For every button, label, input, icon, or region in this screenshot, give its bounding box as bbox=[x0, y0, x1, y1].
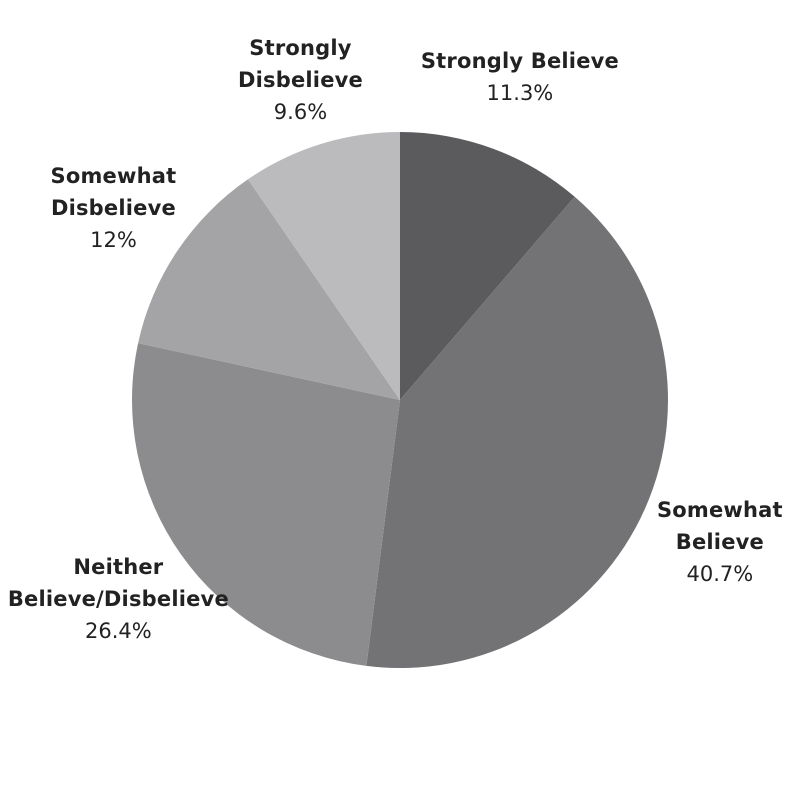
slice-value-label: 26.4% bbox=[84, 619, 152, 644]
slice-category-line: Believe/Disbelieve bbox=[7, 587, 229, 612]
slice-value-label: 9.6% bbox=[273, 100, 328, 125]
slice-category-line: Somewhat bbox=[656, 498, 783, 523]
slice-category-line: Disbelieve bbox=[237, 68, 363, 93]
slice-label-neither: Neither Believe/Disbelieve 26.4% bbox=[8, 551, 229, 647]
slice-value-label: 40.7% bbox=[686, 562, 754, 587]
slice-category-line: Neither bbox=[73, 555, 164, 580]
slice-label-somewhat-disbelieve: Somewhat Disbelieve 12% bbox=[51, 160, 177, 256]
slice-category-line: Disbelieve bbox=[50, 195, 176, 220]
slice-category-line: Strongly bbox=[249, 36, 352, 61]
pie-slice-strongly-believe bbox=[400, 132, 575, 400]
slice-label-somewhat-believe: Somewhat Believe 40.7% bbox=[657, 494, 783, 590]
pie-slice-strongly-disbelieve bbox=[247, 132, 400, 400]
slice-label-strongly-believe: Strongly Believe 11.3% bbox=[421, 45, 619, 109]
pie-slice-neither-believe-disbelieve bbox=[132, 343, 400, 666]
slice-category-line: Believe bbox=[675, 530, 764, 555]
slice-value-label: 11.3% bbox=[486, 80, 554, 105]
slice-category-line: Somewhat bbox=[50, 163, 177, 188]
pie-slice-somewhat-believe bbox=[366, 196, 668, 668]
slice-category-line: Strongly Believe bbox=[420, 48, 619, 73]
slice-value-label: 12% bbox=[90, 227, 137, 252]
slice-label-strongly-disbelieve: Strongly Disbelieve 9.6% bbox=[238, 32, 363, 128]
pie-slice-somewhat-disbelieve bbox=[138, 179, 400, 400]
